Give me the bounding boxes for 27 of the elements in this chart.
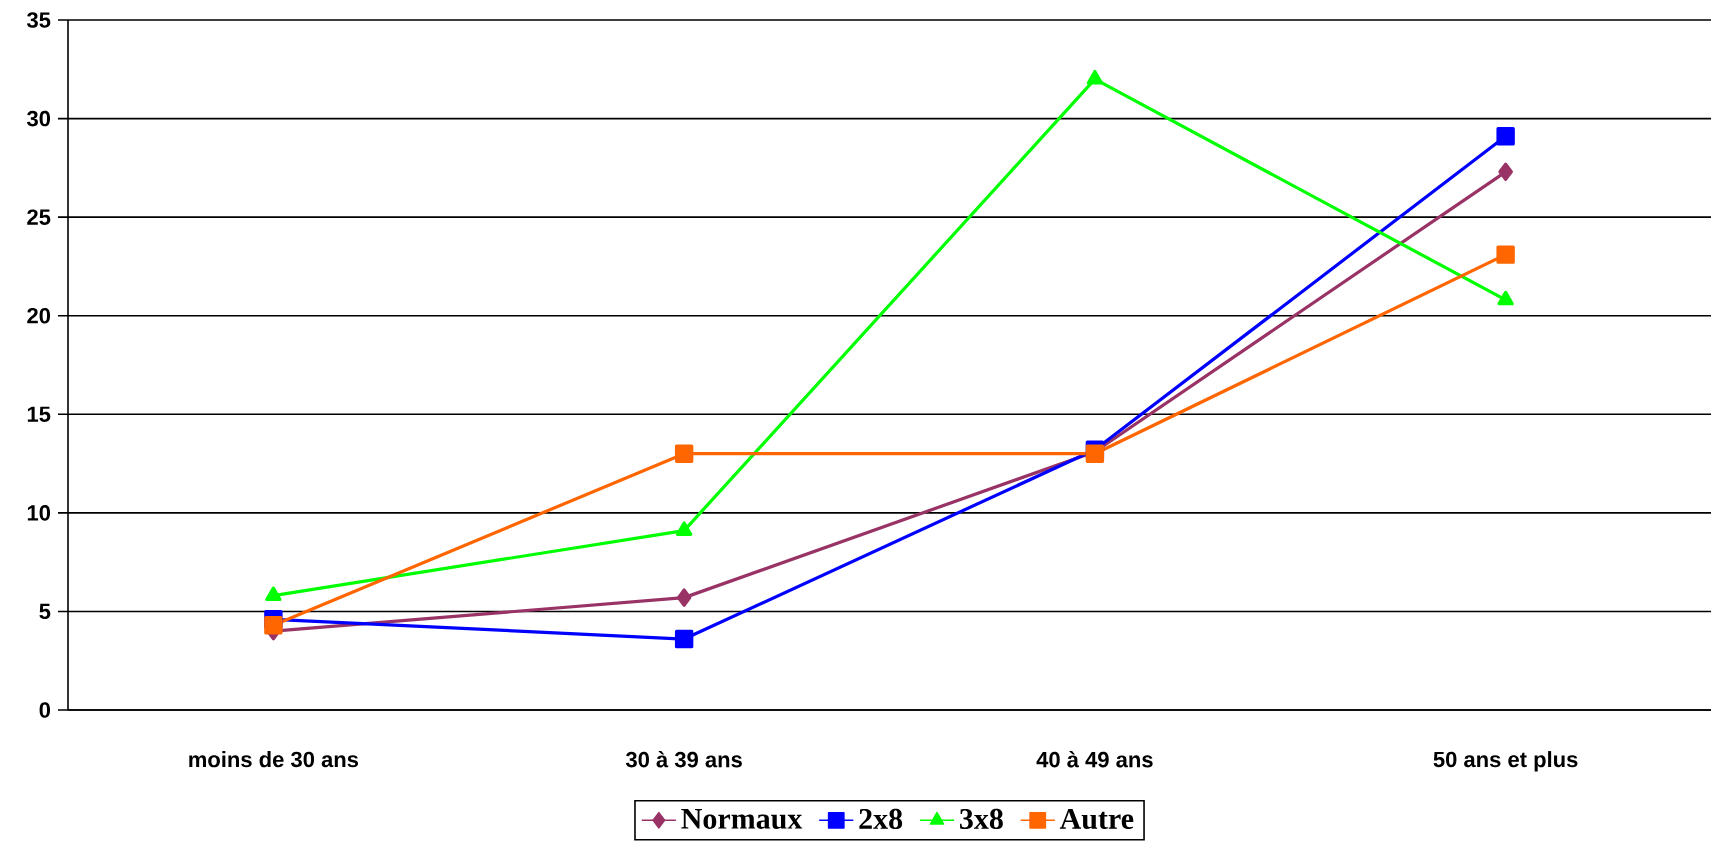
point (1498, 162, 1513, 181)
y-tick-label: 0 (39, 702, 51, 718)
y-tick-label: 20 (27, 307, 51, 324)
x-tick-label: moins de 30 ans (189, 751, 359, 768)
legend-label: 3x8 (959, 808, 1003, 830)
point (674, 444, 694, 463)
point (674, 629, 694, 649)
legend-label: Autre (1059, 808, 1134, 830)
y-tick-label: 35 (26, 12, 51, 28)
y-tick-label: 5 (39, 603, 51, 620)
point (675, 521, 693, 536)
y-tick-label: 10 (27, 505, 51, 521)
x-tick-label: 40 à 49 ans (1036, 751, 1153, 768)
y-tick-label: 30 (26, 110, 51, 127)
point (676, 588, 692, 607)
point (264, 616, 283, 635)
x-tick-label: 30 à 39 ans (625, 751, 742, 768)
y-tick-label: 25 (27, 209, 51, 225)
legend-label: Normaux (681, 808, 803, 829)
point (1496, 245, 1515, 264)
point (1086, 69, 1104, 85)
y-tick-label: 15 (27, 406, 51, 422)
legend-label: 2x8 (859, 808, 903, 830)
point (265, 586, 282, 602)
x-tick-label: 50 ans et plus (1433, 751, 1578, 772)
point (1496, 127, 1515, 146)
point (1497, 290, 1514, 306)
